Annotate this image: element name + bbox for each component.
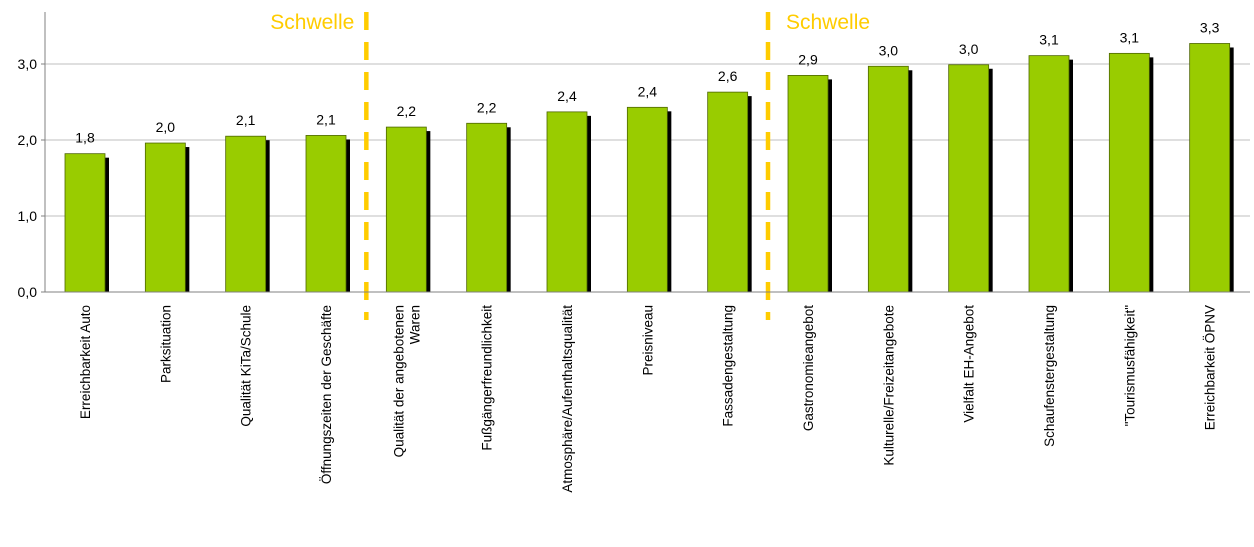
bar	[867, 65, 909, 293]
bar	[225, 135, 267, 293]
category-label: Fußgängerfreundlichkeit	[480, 305, 495, 451]
bar	[385, 126, 427, 293]
threshold-label: Schwelle	[270, 11, 354, 34]
category-label-line: Fassadengestaltung	[721, 305, 736, 427]
threshold-label: Schwelle	[786, 11, 870, 34]
bar	[626, 106, 668, 293]
category-label: Gastronomieangebot	[801, 305, 816, 431]
category-label: Vielfalt EH-Angebot	[962, 305, 977, 423]
category-label-line: Atmosphäre/Aufenthaltsqualität	[560, 305, 575, 493]
data-label: 3,3	[1200, 19, 1220, 35]
category-label: Fassadengestaltung	[721, 305, 736, 427]
category-label-line: "Tourismusfähigkeit"	[1122, 305, 1137, 427]
bar	[948, 64, 990, 293]
data-label: 2,4	[557, 88, 577, 104]
category-label-line: Vielfalt EH-Angebot	[962, 305, 977, 423]
y-tick-label: 3,0	[18, 56, 38, 72]
category-label-line: Waren	[407, 305, 422, 344]
data-label: 1,8	[75, 130, 95, 146]
category-label: Kulturelle/Freizeitangebote	[881, 305, 896, 466]
bar	[1028, 55, 1070, 293]
y-tick-label: 2,0	[18, 132, 38, 148]
y-tick-labels: 0,0 1,0 2,0 3,0	[18, 56, 45, 300]
data-label: 2,6	[718, 68, 738, 84]
data-label: 3,1	[1039, 32, 1059, 48]
axes	[44, 12, 1250, 293]
data-label: 2,9	[798, 51, 818, 67]
bar	[707, 91, 749, 293]
category-label-line: Erreichbarkeit Auto	[78, 305, 93, 419]
data-label: 2,4	[638, 83, 658, 99]
bar	[1189, 43, 1231, 293]
category-label-line: Fußgängerfreundlichkeit	[480, 305, 495, 451]
category-label-line: Öffnungszeiten der Geschäfte	[319, 305, 334, 484]
category-label: "Tourismusfähigkeit"	[1122, 305, 1137, 427]
bar	[64, 153, 106, 293]
category-label: Qualität KiTa/Schule	[239, 305, 254, 427]
category-label-line: Parksituation	[158, 305, 173, 383]
threshold-lines: Schwelle Schwelle	[270, 11, 870, 320]
category-label: Erreichbarkeit ÖPNV	[1203, 305, 1218, 430]
category-label-line: Qualität KiTa/Schule	[239, 305, 254, 427]
category-label-line: Kulturelle/Freizeitangebote	[881, 305, 896, 466]
category-labels: Erreichbarkeit Auto Parksituation Qualität…	[78, 305, 1218, 493]
category-label-line: Schaufenstergestaltung	[1042, 305, 1057, 447]
bar	[466, 122, 508, 293]
bar	[1108, 52, 1150, 293]
data-label: 2,2	[397, 103, 417, 119]
y-tick-label: 1,0	[18, 208, 38, 224]
bars: 1,8 2,0 2,1 2,1 2,2 2,2 2,4 2,4 2,6 2,9 3,0 3,0 3,1 3…	[64, 19, 1234, 293]
category-label: Preisniveau	[640, 305, 655, 376]
category-label: Atmosphäre/Aufenthaltsqualität	[560, 305, 575, 493]
category-label: Parksituation	[158, 305, 173, 383]
y-tick-label: 0,0	[18, 284, 38, 300]
category-label-line: Gastronomieangebot	[801, 305, 816, 431]
data-label: 3,0	[879, 42, 899, 58]
bar	[546, 111, 588, 293]
category-label: Schaufenstergestaltung	[1042, 305, 1057, 447]
data-label: 2,1	[316, 111, 336, 127]
bar	[305, 135, 347, 293]
data-label: 3,0	[959, 41, 979, 57]
category-label-line: Preisniveau	[640, 305, 655, 376]
data-label: 3,1	[1120, 29, 1140, 45]
data-label: 2,0	[156, 119, 176, 135]
category-label: Öffnungszeiten der Geschäfte	[319, 305, 334, 484]
category-label-line: Qualität der angebotenen	[391, 305, 406, 457]
data-label: 2,2	[477, 99, 497, 115]
category-label-line: Erreichbarkeit ÖPNV	[1203, 305, 1218, 430]
bar	[144, 142, 186, 293]
data-label: 2,1	[236, 112, 256, 128]
bar	[787, 75, 829, 293]
category-label: Qualität der angebotenen Waren	[391, 305, 422, 457]
category-label: Erreichbarkeit Auto	[78, 305, 93, 419]
